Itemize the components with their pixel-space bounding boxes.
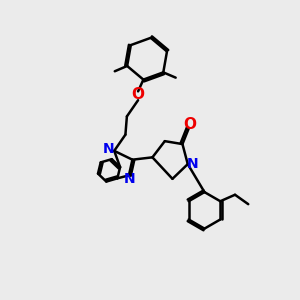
Text: N: N xyxy=(124,172,136,186)
Text: N: N xyxy=(187,157,199,170)
Text: O: O xyxy=(183,117,196,132)
Text: O: O xyxy=(132,87,145,102)
Text: N: N xyxy=(103,142,115,156)
